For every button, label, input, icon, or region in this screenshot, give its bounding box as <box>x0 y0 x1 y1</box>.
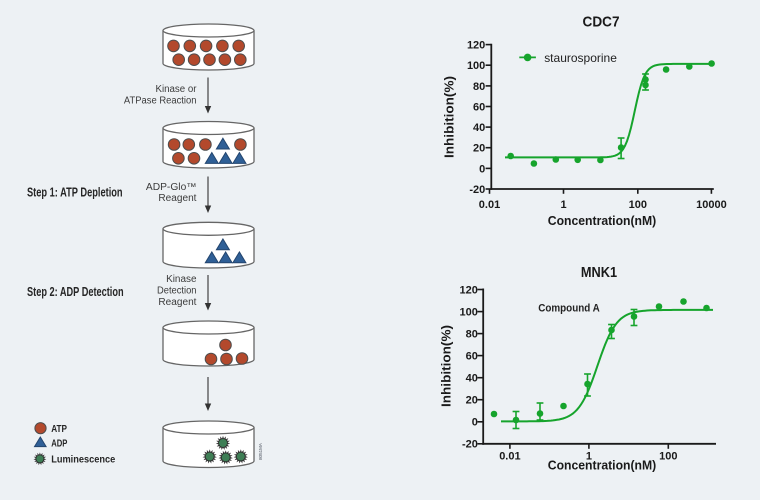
svg-text:8051MA: 8051MA <box>258 442 264 460</box>
svg-text:Detection: Detection <box>157 286 197 297</box>
svg-text:-20: -20 <box>462 439 478 451</box>
svg-text:-20: -20 <box>469 184 485 196</box>
svg-text:60: 60 <box>473 101 485 113</box>
svg-text:1: 1 <box>560 199 566 211</box>
svg-text:100: 100 <box>460 307 478 319</box>
svg-text:120: 120 <box>460 284 478 296</box>
svg-text:1: 1 <box>586 450 592 462</box>
svg-text:80: 80 <box>473 81 485 93</box>
svg-text:Concentration(nM): Concentration(nM) <box>548 458 657 473</box>
svg-text:80: 80 <box>466 329 478 341</box>
svg-text:Concentration(nM): Concentration(nM) <box>548 213 657 228</box>
svg-text:60: 60 <box>466 351 478 363</box>
svg-text:40: 40 <box>466 373 478 385</box>
svg-text:40: 40 <box>473 122 485 134</box>
svg-text:20: 20 <box>473 143 485 155</box>
svg-text:Reagent: Reagent <box>158 297 196 308</box>
svg-text:Kinase: Kinase <box>166 274 197 285</box>
svg-text:ADP-Glo™: ADP-Glo™ <box>146 182 197 193</box>
svg-text:10000: 10000 <box>696 199 727 211</box>
svg-text:20: 20 <box>466 395 478 407</box>
svg-text:ADP: ADP <box>51 437 67 449</box>
svg-text:ATPase Reaction: ATPase Reaction <box>124 95 197 106</box>
svg-text:0: 0 <box>472 417 478 429</box>
svg-text:staurosporine: staurosporine <box>544 51 617 65</box>
svg-text:100: 100 <box>659 450 677 462</box>
svg-text:Kinase or: Kinase or <box>156 84 198 95</box>
svg-text:100: 100 <box>467 60 485 72</box>
svg-text:Reagent: Reagent <box>158 193 196 204</box>
svg-text:Inhibition(%): Inhibition(%) <box>443 76 457 158</box>
svg-text:ATP: ATP <box>51 423 67 435</box>
svg-text:CDC7: CDC7 <box>583 13 620 30</box>
svg-text:Step 2: ADP Detection: Step 2: ADP Detection <box>27 285 124 299</box>
svg-text:0.01: 0.01 <box>499 450 520 462</box>
svg-text:MNK1: MNK1 <box>581 264 617 281</box>
svg-text:Compound A: Compound A <box>538 303 600 315</box>
svg-text:Inhibition(%): Inhibition(%) <box>440 325 454 407</box>
svg-text:Luminescence: Luminescence <box>51 454 115 466</box>
svg-text:0.01: 0.01 <box>479 199 500 211</box>
svg-text:Step 1: ATP Depletion: Step 1: ATP Depletion <box>27 186 123 200</box>
svg-text:0: 0 <box>479 163 485 175</box>
svg-text:120: 120 <box>467 40 485 52</box>
svg-text:100: 100 <box>629 199 647 211</box>
